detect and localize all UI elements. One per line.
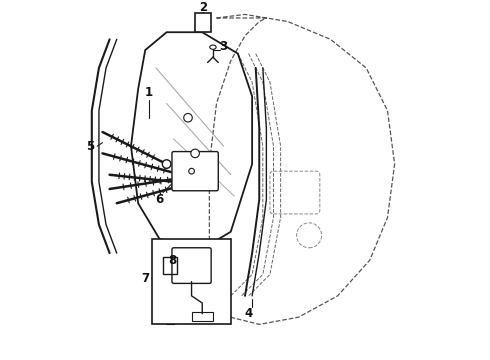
Circle shape: [162, 160, 171, 168]
Circle shape: [189, 168, 195, 174]
Text: 1: 1: [145, 86, 153, 99]
Bar: [192, 312, 213, 321]
FancyBboxPatch shape: [172, 152, 218, 191]
Text: 5: 5: [86, 140, 94, 153]
Bar: [195, 13, 211, 32]
Text: 8: 8: [168, 254, 176, 267]
Circle shape: [184, 113, 192, 122]
Text: 4: 4: [245, 307, 253, 320]
Bar: [152, 239, 231, 324]
Circle shape: [191, 149, 199, 158]
Bar: [163, 257, 177, 274]
Text: 6: 6: [155, 193, 164, 206]
Ellipse shape: [210, 45, 216, 49]
Text: 2: 2: [199, 1, 207, 14]
Text: 3: 3: [220, 40, 228, 53]
Text: 7: 7: [141, 271, 149, 284]
